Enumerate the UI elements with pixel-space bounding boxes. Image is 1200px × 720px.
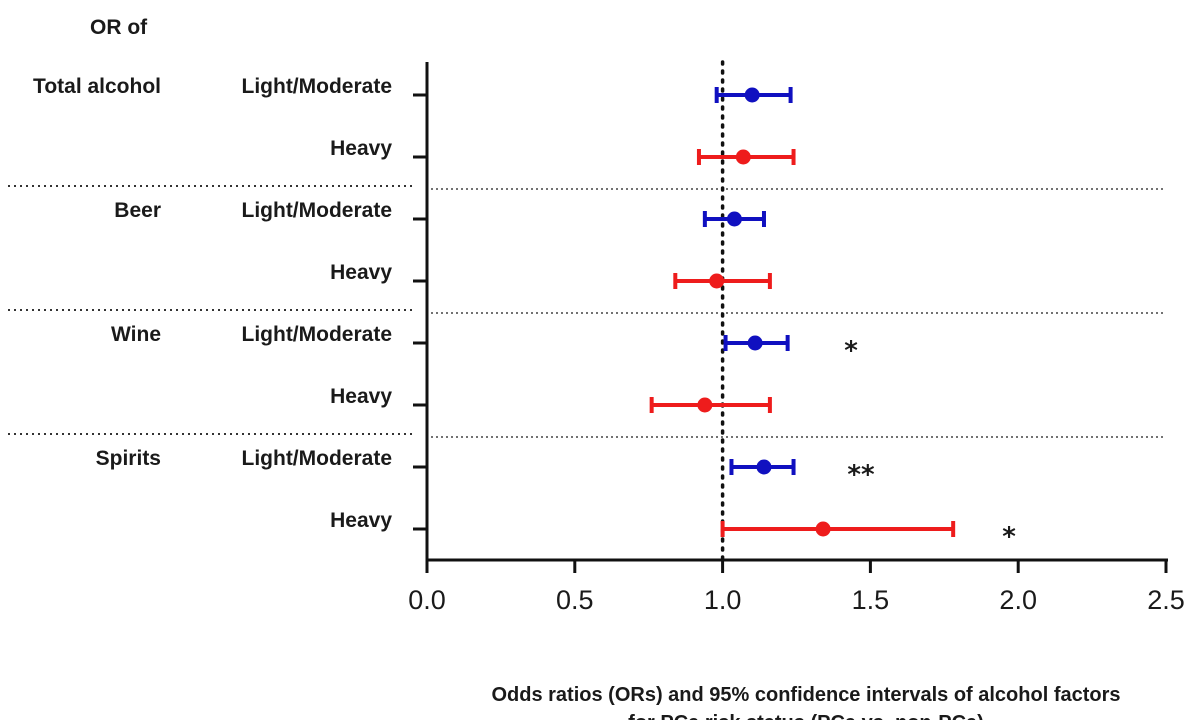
row-label: Light/Moderate [242, 75, 393, 98]
point-estimate [735, 149, 751, 165]
significance-marker: ** [847, 460, 875, 490]
x-axis-label-line-1: Odds ratios (ORs) and 95% confidence int… [491, 684, 1120, 706]
row-label: Heavy [330, 509, 392, 532]
x-axis-label-line-2: for PCa risk status (PCa vs. non-PCa) [628, 712, 984, 720]
group-label: Wine [111, 323, 161, 346]
x-tick-label: 2.0 [999, 585, 1037, 615]
significance-marker: * [1002, 522, 1016, 552]
significance-marker: * [844, 336, 858, 366]
point-estimate [709, 273, 725, 289]
row-label: Light/Moderate [242, 323, 393, 346]
x-tick-label: 0.0 [408, 585, 446, 615]
x-tick-label: 1.5 [852, 585, 890, 615]
point-estimate [747, 335, 763, 351]
row-label: Light/Moderate [242, 199, 393, 222]
row-labels: Light/Moderate Total alcohol Heavy Light/Mo… [33, 75, 392, 532]
axes: 0.0 0.5 1.0 1.5 2.0 2.5 [408, 62, 1185, 615]
x-tick-label: 2.5 [1147, 585, 1185, 615]
x-tick-label: 0.5 [556, 585, 594, 615]
row-label: Heavy [330, 261, 392, 284]
point-estimate [744, 87, 760, 103]
group-separators [8, 185, 1163, 438]
row-header: OR of [90, 16, 148, 39]
group-label: Total alcohol [33, 75, 161, 98]
group-label: Spirits [96, 447, 161, 470]
row-label: Heavy [330, 137, 392, 160]
point-estimate [697, 397, 713, 413]
point-estimate [815, 521, 831, 537]
data-marks: **** [649, 87, 1016, 552]
point-estimate [726, 211, 742, 227]
row-label: Light/Moderate [242, 447, 393, 470]
group-label: Beer [114, 199, 161, 222]
point-estimate [756, 459, 772, 475]
x-tick-label: 1.0 [704, 585, 742, 615]
row-label: Heavy [330, 385, 392, 408]
